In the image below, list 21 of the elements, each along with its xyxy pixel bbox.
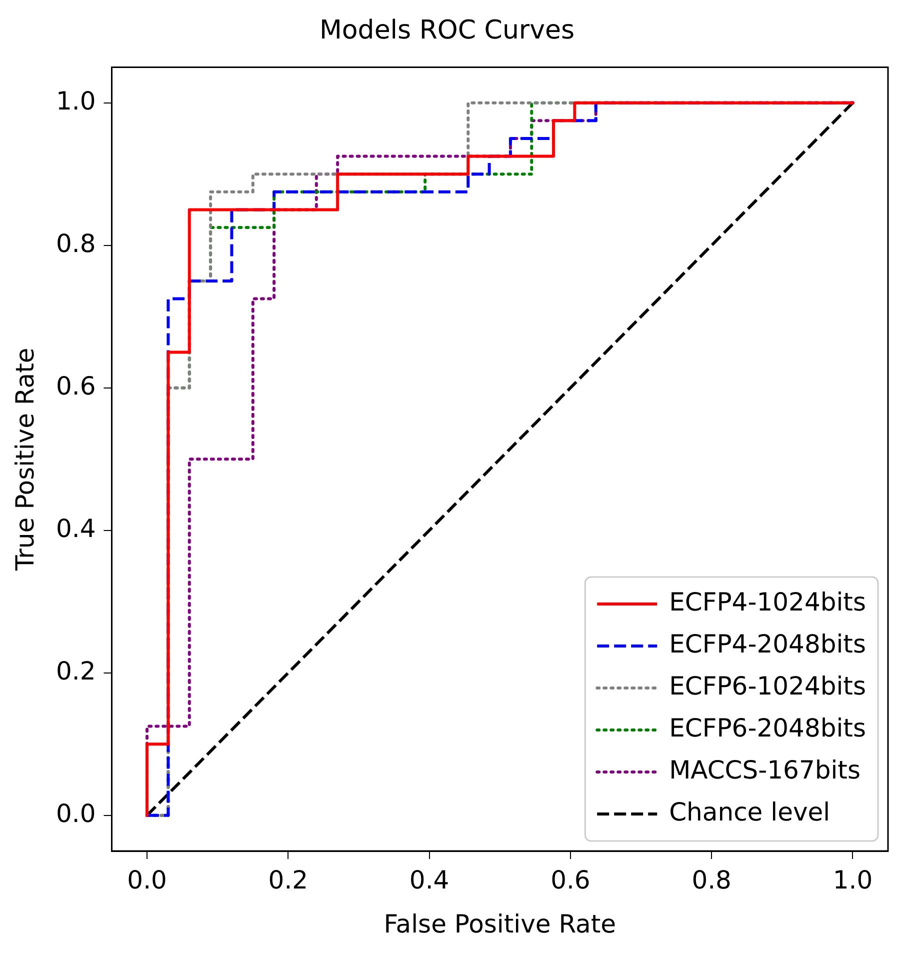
y-tick-label: 0.4 [56, 514, 96, 543]
y-tick-label: 0.0 [56, 798, 96, 828]
legend-label: ECFP6-1024bits [669, 672, 866, 700]
x-tick-label: 0.4 [409, 866, 450, 894]
legend-label: ECFP6-2048bits [669, 714, 866, 742]
y-tick-label: 1.0 [56, 86, 96, 116]
x-tick-label: 0.8 [692, 866, 732, 894]
y-tick-label: 0.2 [56, 656, 96, 686]
legend-label: Chance level [669, 798, 830, 826]
legend-label: ECFP4-1024bits [669, 588, 866, 616]
y-axis-title: True Positive Rate [10, 348, 40, 572]
y-tick-label: 0.8 [56, 228, 96, 258]
x-tick-label: 1.0 [832, 866, 873, 894]
x-axis-title: False Positive Rate [384, 910, 616, 938]
legend-label: MACCS-167bits [669, 756, 861, 784]
y-tick-label: 0.6 [56, 371, 96, 400]
x-tick-label: 0.6 [550, 866, 590, 894]
x-tick-label: 0.0 [127, 866, 167, 894]
x-tick-label: 0.2 [268, 866, 308, 894]
legend-label: ECFP4-2048bits [669, 630, 866, 658]
chart-title: Models ROC Curves [319, 15, 575, 46]
